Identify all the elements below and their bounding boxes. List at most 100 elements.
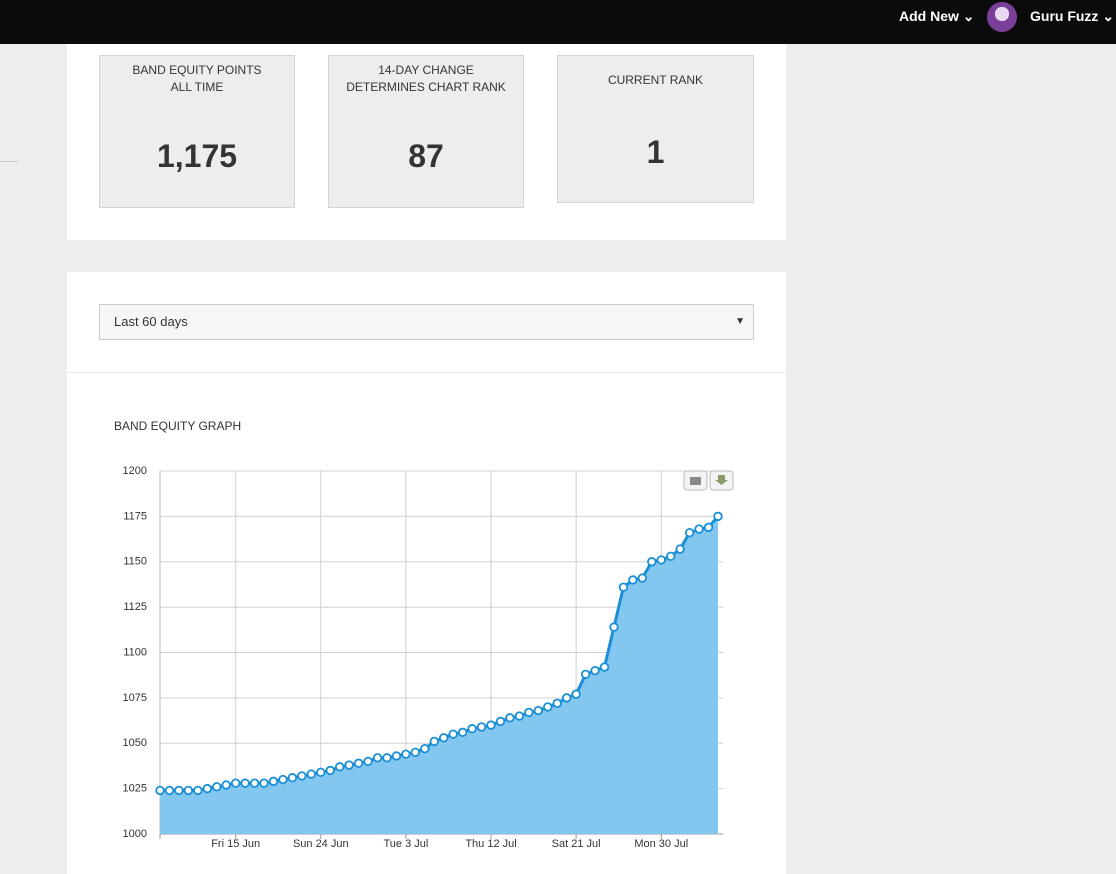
chart: BAND EQUITY GRAPH 1000 1025 1050 1075 1100 11… [114, 419, 734, 850]
point [306, 769, 317, 779]
point [476, 722, 487, 732]
point [561, 693, 572, 703]
user-menu[interactable]: Guru Fuzz ⌄ [1030, 8, 1115, 24]
point [372, 753, 383, 763]
add-new[interactable]: Add New [899, 8, 959, 24]
point [514, 711, 525, 721]
point [240, 778, 250, 788]
point [694, 524, 704, 534]
stat-label: ALL TIME [170, 80, 224, 94]
point [713, 511, 723, 522]
point [316, 767, 326, 777]
y-tick-label: 1150 [123, 556, 147, 568]
stat-label: 14-DAY CHANGE [378, 63, 474, 77]
add-new-menu[interactable]: Add New ⌄ [899, 8, 975, 24]
point [457, 727, 468, 738]
x-tick-label: Sat 21 Jul [552, 838, 601, 850]
point [410, 747, 421, 758]
point [647, 557, 657, 567]
icon [715, 475, 728, 485]
x-tick-label: Tue 3 Jul [383, 838, 428, 850]
area [160, 516, 718, 834]
stat-label: DETERMINES CHART RANK [346, 80, 506, 94]
range-select[interactable]: Last 60 days ▼ [99, 304, 754, 340]
point [533, 705, 544, 716]
point [420, 743, 430, 754]
x-tick-label: Mon 30 Jul [634, 838, 688, 850]
point [382, 753, 392, 763]
y-tick-label: 1125 [123, 601, 147, 613]
point [590, 665, 600, 676]
point [268, 776, 279, 787]
avatar[interactable] [987, 2, 1017, 32]
user-name[interactable]: Guru Fuzz [1030, 8, 1099, 24]
point [580, 669, 591, 679]
top-bar: Add New ⌄ Guru Fuzz ⌄ [0, 0, 1116, 44]
point [505, 713, 515, 723]
stat-value: 1,175 [156, 138, 238, 174]
y-tick-label: 1175 [123, 510, 147, 522]
point [448, 729, 458, 739]
point [429, 736, 439, 747]
print-button[interactable] [683, 470, 708, 491]
point [363, 756, 373, 767]
y-tick-label: 1200 [123, 465, 147, 477]
point [486, 720, 496, 730]
point [666, 551, 676, 562]
point [297, 771, 307, 781]
stat-value: 1 [646, 134, 665, 170]
point [599, 662, 610, 672]
point [467, 724, 477, 734]
point [259, 778, 269, 788]
point [552, 698, 562, 709]
point [249, 778, 260, 788]
point [439, 733, 449, 743]
y-tick-label: 1100 [123, 646, 147, 658]
point [637, 573, 648, 583]
point [193, 785, 203, 796]
point [524, 707, 534, 718]
point [164, 785, 175, 796]
download-button[interactable] [709, 470, 734, 491]
y-tick-label: 1075 [123, 692, 147, 704]
point [278, 774, 288, 785]
stat-label: CURRENT RANK [607, 73, 704, 87]
stat-label: BAND EQUITY POINTS [132, 63, 262, 77]
y-tick-label: 1000 [123, 828, 147, 840]
point [287, 773, 298, 783]
point [174, 785, 184, 796]
y-tick-label: 1025 [123, 783, 147, 795]
point [684, 528, 695, 538]
point [202, 783, 212, 794]
separator [67, 372, 786, 373]
point [656, 555, 666, 565]
point [495, 716, 506, 727]
stat-value: 87 [408, 138, 444, 174]
point [401, 749, 411, 759]
stat-card: BAND EQUITY POINTS ALL TIME 1,175 [99, 55, 295, 208]
point [344, 760, 354, 770]
point [334, 762, 345, 772]
point [675, 544, 685, 554]
chart-title: BAND EQUITY GRAPH [114, 419, 241, 433]
point [212, 782, 222, 792]
point [353, 758, 364, 768]
point [391, 751, 402, 761]
point [543, 702, 553, 712]
y-tick-label: 1050 [123, 737, 147, 749]
x-tick-label: Sun 24 Jun [293, 838, 349, 850]
point [155, 785, 165, 796]
point [609, 622, 619, 632]
point [618, 582, 629, 592]
point [230, 778, 241, 788]
point [325, 765, 335, 776]
point [571, 689, 581, 699]
divider [0, 161, 18, 162]
x-tick-label: Thu 12 Jul [465, 838, 516, 850]
icon [690, 477, 701, 485]
stat-card: 14-DAY CHANGE DETERMINES CHART RANK 87 [328, 55, 524, 208]
point [703, 522, 714, 532]
point [221, 780, 231, 790]
range-select-value[interactable]: Last 60 days [114, 314, 188, 329]
